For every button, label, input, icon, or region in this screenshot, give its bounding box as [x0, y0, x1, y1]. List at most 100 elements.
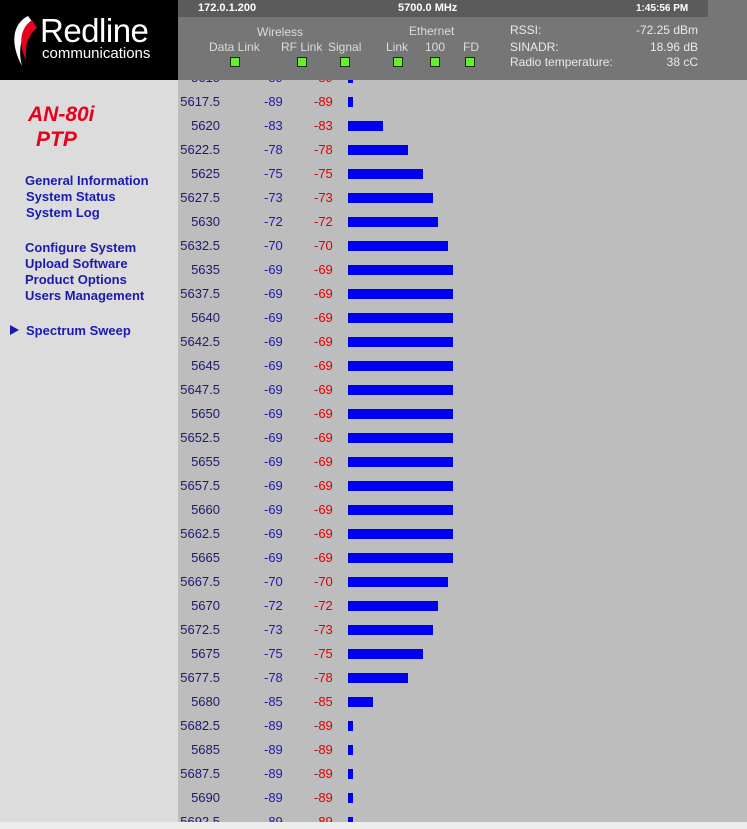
sweep-rf-level: -78 [314, 142, 333, 157]
sweep-data-link-level: -69 [264, 310, 283, 325]
wireless-header: Wireless [257, 25, 304, 39]
sweep-data-link-level: -69 [264, 550, 283, 565]
nav-product-options[interactable]: Product Options [25, 272, 127, 287]
data-link-led-icon [230, 57, 240, 67]
sweep-data-link-level: -69 [264, 286, 283, 301]
sweep-frequency: 5660 [191, 502, 220, 517]
sweep-signal-bar [348, 553, 453, 563]
sweep-data-link-level: -89 [264, 742, 283, 757]
sweep-signal-bar [348, 817, 353, 822]
sweep-row: 5652.5 -69 -69 [178, 426, 747, 450]
sweep-data-link-level: -69 [264, 382, 283, 397]
sweep-signal-bar [348, 265, 453, 275]
sweep-signal-bar [348, 409, 453, 419]
nav-system-log[interactable]: System Log [26, 205, 100, 220]
sweep-signal-bar [348, 433, 453, 443]
sweep-frequency: 5615 [178, 80, 220, 85]
nav-system-status[interactable]: System Status [26, 189, 116, 204]
sweep-signal-bar [348, 169, 423, 179]
rssi-label: RSSI: [510, 23, 542, 37]
status-bar: 172.0.1.200 5700.0 MHz 1:45:56 PM Wirele… [178, 0, 747, 80]
sweep-row: 5677.5 -78 -78 [178, 666, 747, 690]
sweep-data-link-level: -75 [264, 166, 283, 181]
sweep-frequency: 5655 [191, 454, 220, 469]
sweep-rf-level: -89 [314, 718, 333, 733]
sweep-data-link-level: -72 [264, 598, 283, 613]
sweep-rf-level: -89 [314, 766, 333, 781]
sweep-frequency: 5670 [191, 598, 220, 613]
sweep-data-link-level: -89 [264, 766, 283, 781]
sweep-frequency: 5632.5 [180, 238, 220, 253]
sweep-row: 5615 -89 -89 [178, 80, 747, 90]
sweep-data-link-level: -83 [264, 118, 283, 133]
sweep-data-link-level: -69 [264, 478, 283, 493]
sweep-signal-bar [348, 697, 373, 707]
sweep-rf-level: -89 [314, 94, 333, 109]
sweep-signal-bar [348, 721, 353, 731]
sweep-data-link-level: -72 [264, 214, 283, 229]
sweep-row: 5685 -89 -89 [178, 738, 747, 762]
sweep-rf-level: -69 [314, 502, 333, 517]
nav-configure-system[interactable]: Configure System [25, 240, 137, 255]
sweep-frequency: 5677.5 [180, 670, 220, 685]
nav-spectrum-sweep[interactable]: Spectrum Sweep [26, 323, 131, 338]
sweep-rf-level: -89 [314, 80, 333, 85]
eth-100-led-icon [430, 57, 440, 67]
sweep-signal-bar [348, 505, 453, 515]
temperature-label: Radio temperature: [510, 55, 613, 69]
sweep-row: 5655 -69 -69 [178, 450, 747, 474]
redline-logo: Redline communications [0, 0, 178, 80]
sweep-frequency: 5665 [191, 550, 220, 565]
sweep-frequency: 5685 [191, 742, 220, 757]
sweep-row: 5660 -69 -69 [178, 498, 747, 522]
sweep-frequency: 5690 [191, 790, 220, 805]
active-arrow-icon [10, 325, 19, 335]
sweep-row: 5640 -69 -69 [178, 306, 747, 330]
sweep-rf-level: -75 [314, 646, 333, 661]
sweep-row: 5665 -69 -69 [178, 546, 747, 570]
sweep-data-link-level: -69 [264, 358, 283, 373]
sweep-row: 5692.5 -89 -89 [178, 810, 747, 822]
sweep-signal-bar [348, 769, 353, 779]
spectrum-sweep-table: 5615 -89 -89 5617.5 -89 -89 5620 -83 -83 5622.5 -7… [178, 80, 747, 822]
nav-general-information[interactable]: General Information [25, 173, 149, 188]
sweep-row: 5630 -72 -72 [178, 210, 747, 234]
signal-led-icon [340, 57, 350, 67]
sweep-data-link-level: -70 [264, 238, 283, 253]
ethernet-header: Ethernet [409, 24, 455, 38]
sweep-row: 5670 -72 -72 [178, 594, 747, 618]
sweep-rf-level: -70 [314, 238, 333, 253]
sweep-frequency: 5662.5 [180, 526, 220, 541]
sweep-frequency: 5617.5 [180, 94, 220, 109]
sinadr-label: SINADR: [510, 40, 559, 54]
sweep-frequency: 5680 [191, 694, 220, 709]
clock: 1:45:56 PM [636, 3, 689, 14]
sweep-row: 5620 -83 -83 [178, 114, 747, 138]
sweep-data-link-level: -89 [264, 94, 283, 109]
nav-upload-software[interactable]: Upload Software [25, 256, 128, 271]
sweep-row: 5672.5 -73 -73 [178, 618, 747, 642]
sweep-rf-level: -69 [314, 406, 333, 421]
logo-sub: communications [42, 45, 151, 62]
sweep-rf-level: -89 [314, 742, 333, 757]
sweep-signal-bar [348, 481, 453, 491]
sweep-signal-bar [348, 457, 453, 467]
logo-brand: Redline [40, 12, 149, 49]
sweep-data-link-level: -69 [264, 262, 283, 277]
sweep-data-link-level: -85 [264, 694, 283, 709]
sweep-data-link-level: -78 [264, 670, 283, 685]
sweep-signal-bar [348, 793, 353, 803]
sweep-rf-level: -73 [314, 622, 333, 637]
sweep-row: 5625 -75 -75 [178, 162, 747, 186]
temperature-value: 38 cC [666, 55, 698, 69]
sweep-row: 5622.5 -78 -78 [178, 138, 747, 162]
sweep-frequency: 5620 [191, 118, 220, 133]
sweep-frequency: 5645 [191, 358, 220, 373]
sweep-row: 5682.5 -89 -89 [178, 714, 747, 738]
sweep-data-link-level: -69 [264, 430, 283, 445]
sweep-row: 5632.5 -70 -70 [178, 234, 747, 258]
sweep-data-link-level: -89 [264, 814, 283, 822]
sweep-frequency: 5647.5 [180, 382, 220, 397]
sweep-frequency: 5642.5 [180, 334, 220, 349]
nav-users-management[interactable]: Users Management [25, 288, 145, 303]
